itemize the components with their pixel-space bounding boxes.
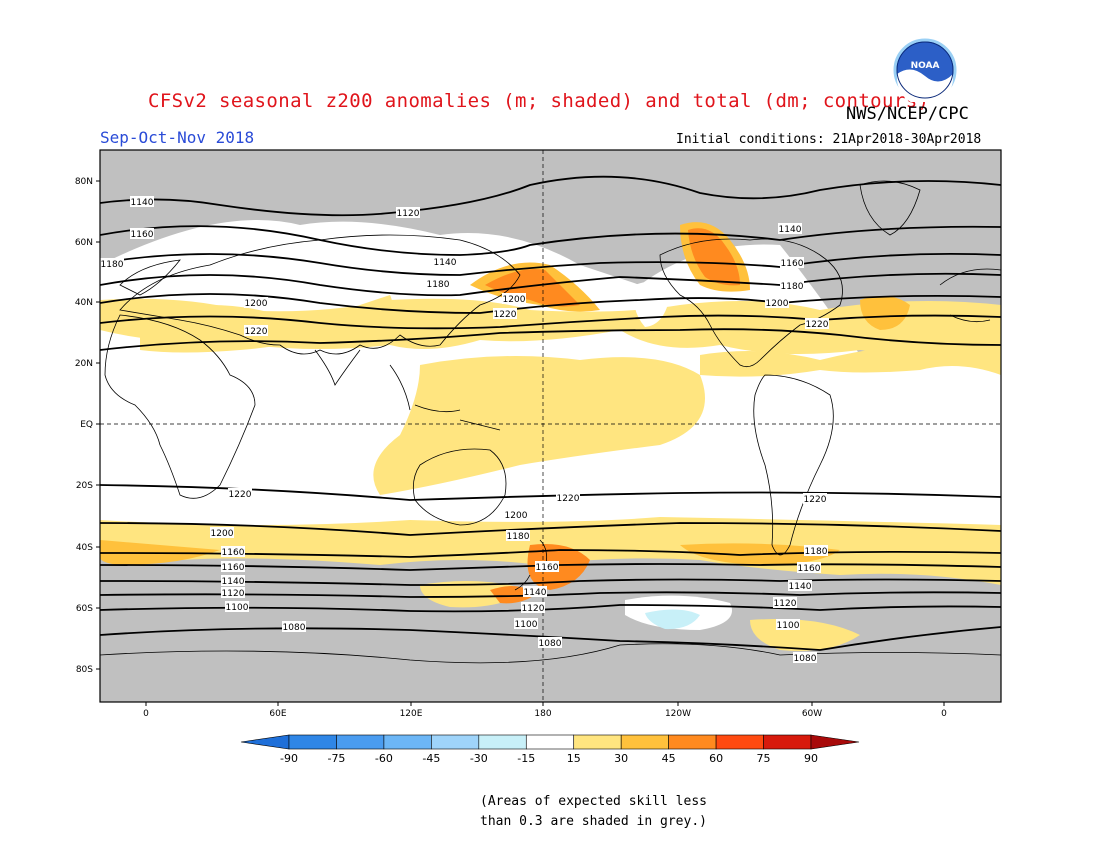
contour-label: 1200: [211, 529, 234, 539]
contour-label: 1180: [507, 532, 530, 542]
contour-label: 1160: [222, 563, 245, 573]
colorbar-label: 30: [614, 752, 628, 765]
contour-labels: 1140 1120 1160 1180 1140 1180 1200 1220 …: [100, 196, 829, 664]
contour-label: 1220: [229, 490, 252, 500]
colorbar-label: 15: [567, 752, 581, 765]
noaa-logo: NOAA: [893, 38, 957, 102]
colorbar: -90 -75 -60 -45 -30 -15 15 30 45 60 75 90: [240, 734, 860, 765]
lon-label: 120E: [400, 709, 423, 719]
lat-label: 20S: [76, 481, 93, 491]
contour-label: 1220: [245, 327, 268, 337]
contour-label: 1100: [777, 621, 800, 631]
colorbar-label: -30: [470, 752, 488, 765]
contour-label: 1160: [131, 230, 154, 240]
longitude-axis: 0 60E 120E 180 120W 60W 0: [143, 702, 947, 719]
season-label: Sep-Oct-Nov 2018: [100, 128, 255, 147]
skill-note: (Areas of expected skill less than 0.3 a…: [480, 792, 740, 832]
lat-label: 40S: [76, 543, 93, 553]
colorbar-box: [715, 734, 764, 750]
contour-label: 1120: [522, 604, 545, 614]
colorbar-box: [573, 734, 622, 750]
contour-label: 1180: [781, 282, 804, 292]
contour-label: 1160: [222, 548, 245, 558]
contour-label: 1080: [283, 623, 306, 633]
map-title: CFSv2 seasonal z200 anomalies (m; shaded…: [148, 90, 930, 112]
lat-label: 60N: [75, 238, 93, 248]
lat-label: 40N: [75, 298, 93, 308]
anomaly-map: 1140 1120 1160 1180 1140 1180 1200 1220 …: [75, 149, 1002, 719]
contour-label: 1220: [494, 310, 517, 320]
contour-label: 1160: [781, 259, 804, 269]
lon-label: 0: [941, 709, 947, 719]
contour-label: 1140: [434, 258, 457, 268]
contour-label: 1140: [222, 577, 245, 587]
lat-label: 20N: [75, 359, 93, 369]
colorbar-label: 75: [757, 752, 771, 765]
contour-label: 1120: [774, 599, 797, 609]
initial-conditions-label: Initial conditions: 21Apr2018-30Apr2018: [676, 132, 982, 147]
colorbar-label: -45: [422, 752, 440, 765]
contour-label: 1180: [101, 260, 124, 270]
colorbar-box: [525, 734, 575, 750]
colorbar-label: -60: [375, 752, 393, 765]
lon-label: 0: [143, 709, 149, 719]
colorbar-box: [620, 734, 669, 750]
lon-label: 180: [534, 709, 551, 719]
lon-label: 120W: [665, 709, 691, 719]
contour-label: 1160: [798, 564, 821, 574]
contour-label: 1080: [794, 654, 817, 664]
colorbar-box: [336, 734, 385, 750]
lat-label: 80S: [76, 665, 93, 675]
skill-note-line-2: than 0.3 are shaded in grey.): [480, 814, 707, 829]
colorbar-label: 60: [709, 752, 723, 765]
lat-label: EQ: [80, 420, 93, 430]
contour-label: 1100: [515, 620, 538, 630]
contour-label: 1120: [222, 589, 245, 599]
contour-label: 1220: [804, 495, 827, 505]
colorbar-label: -75: [327, 752, 345, 765]
colorbar-box: [288, 734, 337, 750]
contour-label: 1220: [557, 494, 580, 504]
contour-label: 1140: [789, 582, 812, 592]
skill-note-line-1: (Areas of expected skill less: [480, 794, 707, 809]
contour-label: 1200: [766, 299, 789, 309]
contour-label: 1140: [131, 198, 154, 208]
agency-label: NWS/NCEP/CPC: [846, 104, 969, 124]
colorbar-label: 90: [804, 752, 818, 765]
contour-label: 1100: [226, 603, 249, 613]
latitude-axis: 80N 60N 40N 20N EQ 20S 40S 60S 80S: [75, 177, 100, 675]
colorbar-box: [431, 734, 480, 750]
noaa-logo-text: NOAA: [911, 61, 940, 71]
colorbar-box: [668, 734, 717, 750]
contour-label: 1200: [503, 295, 526, 305]
colorbar-arrow-high: [810, 734, 860, 750]
lat-label: 80N: [75, 177, 93, 187]
contour-label: 1180: [427, 280, 450, 290]
contour-label: 1140: [779, 225, 802, 235]
contour-label: 1140: [524, 588, 547, 598]
contour-label: 1080: [539, 639, 562, 649]
colorbar-box: [763, 734, 812, 750]
colorbar-label: -90: [280, 752, 298, 765]
contour-label: 1220: [806, 320, 829, 330]
colorbar-label: -15: [517, 752, 535, 765]
lon-label: 60E: [269, 709, 286, 719]
colorbar-box: [383, 734, 432, 750]
contour-label: 1160: [536, 563, 559, 573]
lat-label: 60S: [76, 604, 93, 614]
colorbar-box: [478, 734, 527, 750]
contour-label: 1180: [805, 547, 828, 557]
colorbar-arrow-low: [240, 734, 290, 750]
colorbar-label: 45: [662, 752, 676, 765]
contour-label: 1200: [245, 299, 268, 309]
contour-label: 1200: [505, 511, 528, 521]
contour-label: 1120: [397, 209, 420, 219]
lon-label: 60W: [802, 709, 822, 719]
